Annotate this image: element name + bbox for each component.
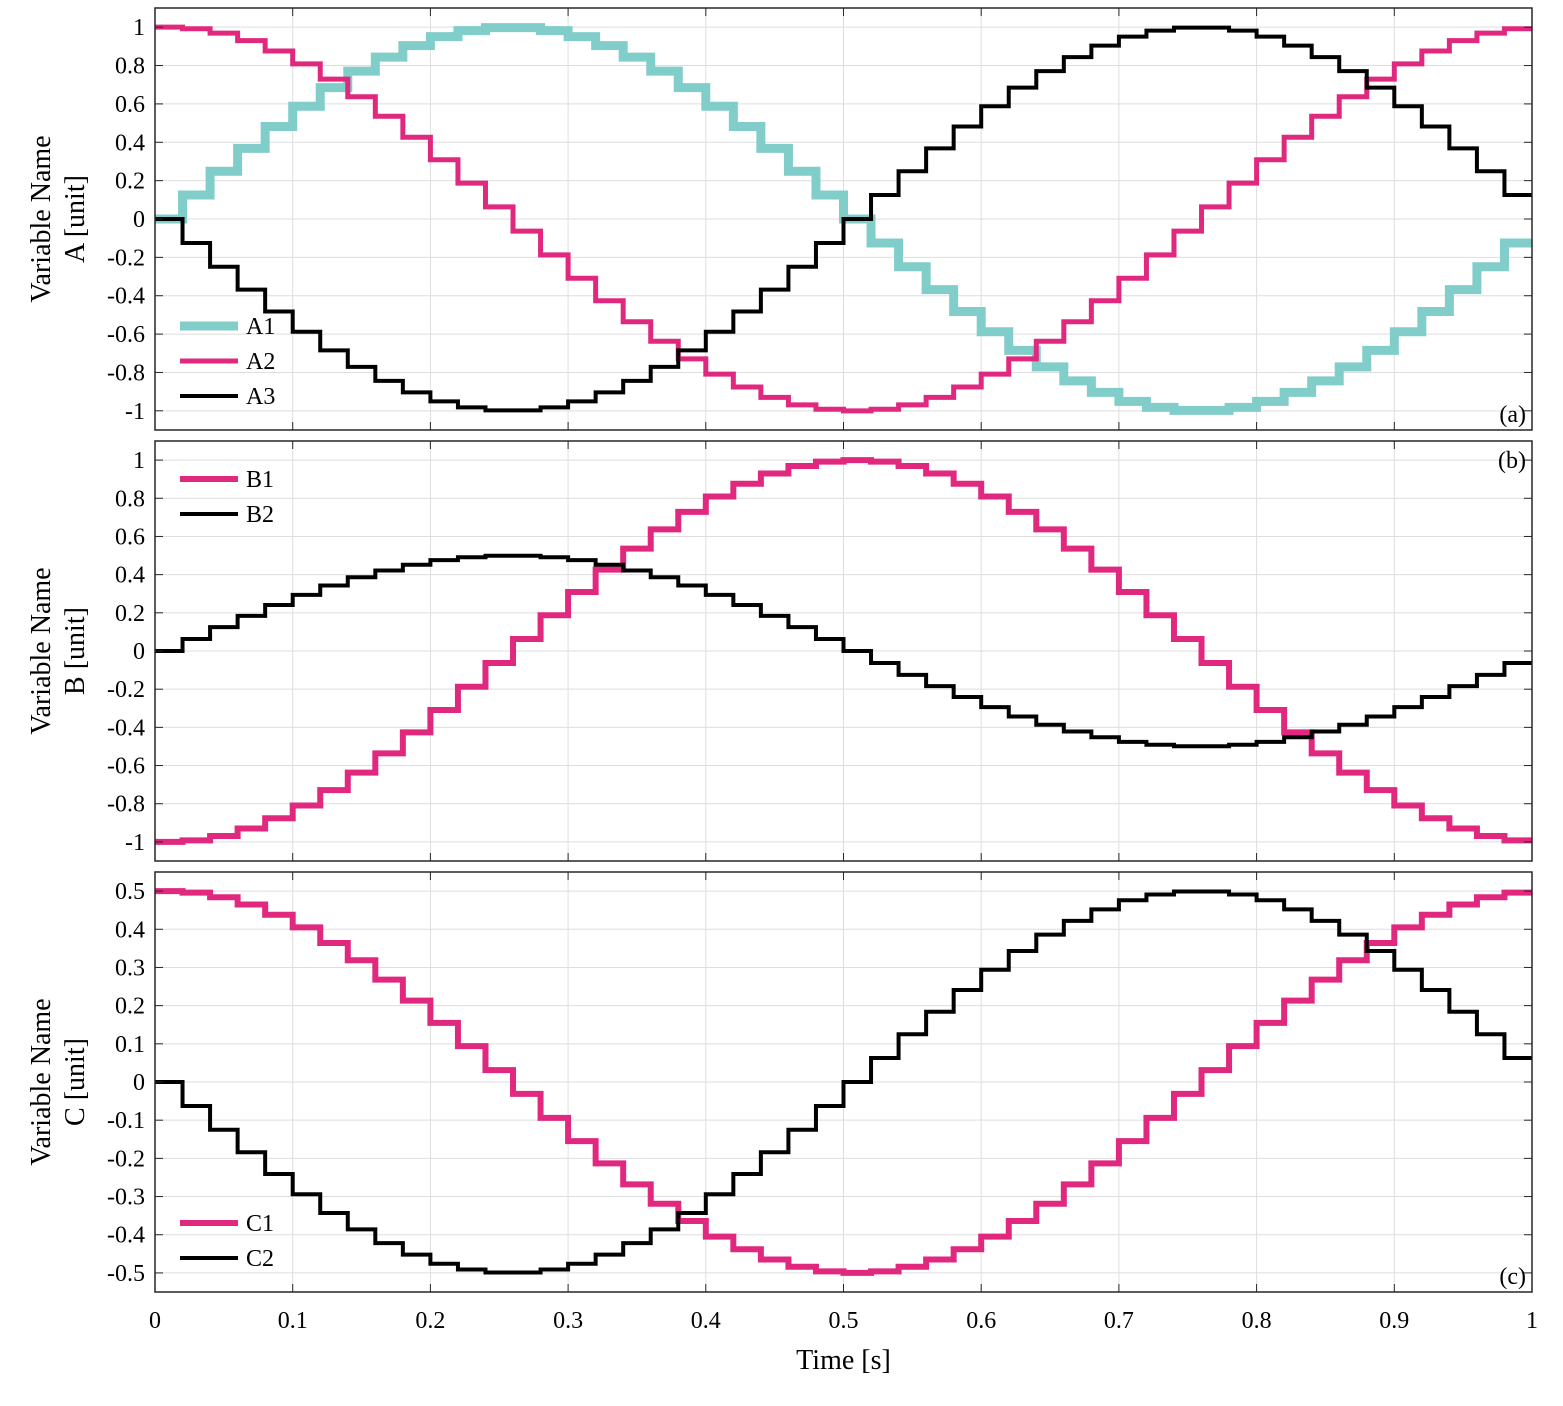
y-tick-label: -0.8 [107,360,145,386]
y-tick-label: -1 [125,399,145,425]
y-tick-label: 0 [133,1070,145,1096]
legend-label-c1: C1 [246,1211,274,1237]
series-line-b2 [155,553,1532,749]
legend-label-b1: B1 [246,467,274,493]
y-tick-label: 0.8 [115,486,145,512]
x-tick-label: 0.1 [278,1308,308,1334]
x-tick-label: 0.9 [1379,1308,1409,1334]
panel-a: 1 0.8 0.6 0.4 0.2 0 -0.2 -0.4 -0.6 -0.8 -1 Variable… [26,7,1533,431]
y-tick-label: -0.6 [107,754,145,780]
y-tick-label: 0.8 [115,54,145,80]
y-tick-label: 1 [133,15,145,41]
series-line-c1 [155,888,1532,1276]
x-tick-label: 0.8 [1242,1308,1272,1334]
y-tick-label: 1 [133,448,145,474]
x-axis-title: Time [s] [796,1345,891,1376]
y-axis-title-line: C [unit] [60,1038,91,1126]
y-tick-label: -0.6 [107,322,145,348]
panel-b: 1 0.8 0.6 0.4 0.2 0 -0.2 -0.4 -0.6 -0.8 -1 Variable… [26,440,1533,862]
y-axis-title-line: Variable Name [26,567,57,734]
y-tick-label: -0.4 [107,715,145,741]
panel-tag: (a) [1499,402,1526,428]
legend-label-a3: A3 [246,384,275,410]
y-tick-label: -0.3 [107,1185,145,1211]
y-axis-title-line: Variable Name [26,135,57,302]
y-tick-label: 0.2 [115,994,145,1020]
panel-tag: (c) [1499,1264,1526,1290]
y-axis-title-line: Variable Name [26,998,57,1165]
y-tick-label: -1 [125,830,145,856]
y-tick-label: 0.2 [115,169,145,195]
series-line-a3 [155,25,1532,413]
y-tick-label: -0.1 [107,1108,145,1134]
x-tick-label: 1 [1526,1308,1538,1334]
y-axis-title-line: A [unit] [60,175,91,263]
y-tick-label: 0.4 [115,563,145,589]
legend: A1 A2 A3 [180,314,275,410]
y-axis-title: Variable Name A [unit] [26,135,91,302]
y-axis-title: Variable Name C [unit] [26,998,91,1165]
y-tick-label: -0.4 [107,1223,145,1249]
y-tick-label: 0.1 [115,1032,145,1058]
panel-tag: (b) [1498,448,1526,474]
y-tick-label: 0 [133,639,145,665]
y-tick-label: 0.4 [115,130,145,156]
legend-label-b2: B2 [246,502,274,528]
y-tick-label: 0.4 [115,917,145,943]
y-tick-label: 0.2 [115,601,145,627]
series-line-a2 [155,24,1532,414]
y-tick-label: -0.5 [107,1261,145,1287]
y-tick-label: 0.5 [115,879,145,905]
x-tick-label: 0.2 [415,1308,445,1334]
y-axis-title: Variable Name B [unit] [26,567,91,734]
legend-label-c2: C2 [246,1246,274,1272]
x-tick-label: 0.6 [966,1308,996,1334]
legend-label-a2: A2 [246,349,275,375]
y-tick-label: 0.3 [115,955,145,981]
y-tick-label: -0.2 [107,677,145,703]
y-tick-label: -0.4 [107,284,145,310]
x-tick-label: 0.3 [553,1308,583,1334]
y-tick-label: 0.6 [115,92,145,118]
panel-c: 0.50.40.30.20.10-0.1-0.2-0.3-0.4-0.50 0.1… [26,871,1538,1376]
series-line-a1 [155,23,1532,415]
x-tick-label: 0 [149,1308,161,1334]
series-line-b1 [155,457,1532,845]
y-tick-label: 0.6 [115,524,145,550]
legend-label-a1: A1 [246,314,275,340]
series-line-c2 [155,889,1532,1275]
x-tick-label: 0.7 [1104,1308,1134,1334]
y-tick-label: -0.8 [107,792,145,818]
x-tick-label: 0.5 [829,1308,859,1334]
y-tick-label: 0 [133,207,145,233]
y-tick-label: -0.2 [107,245,145,271]
y-tick-label: -0.2 [107,1146,145,1172]
x-tick-label: 0.4 [691,1308,721,1334]
y-axis-title-line: B [unit] [60,607,91,695]
